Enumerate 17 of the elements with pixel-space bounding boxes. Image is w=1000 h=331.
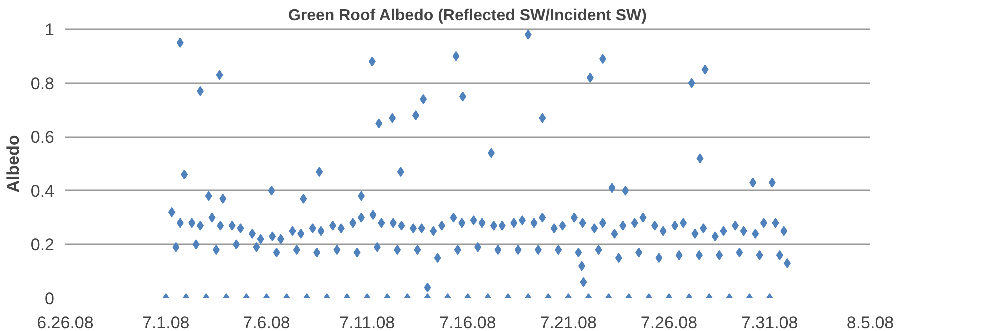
x-tick-label: 7.21.08 xyxy=(540,314,597,331)
y-tick-label: 0.6 xyxy=(30,128,55,148)
x-tick-label: 8.5.08 xyxy=(846,314,894,331)
chart-title: Green Roof Albedo (Reflected SW/Incident SW) xyxy=(288,8,647,24)
y-tick-label: 0.2 xyxy=(30,236,55,255)
y-axis-title: Albedo xyxy=(4,135,23,193)
x-tick-label: 7.11.08 xyxy=(340,314,396,331)
x-tick-label: 6.26.08 xyxy=(37,314,94,331)
x-tick-label: 7.6.08 xyxy=(243,314,290,331)
x-tick-label: 7.31.08 xyxy=(742,314,798,331)
x-tick-label: 7.16.08 xyxy=(440,314,496,331)
x-tick-label: 7.1.08 xyxy=(142,314,190,331)
x-tick-label: 7.26.08 xyxy=(640,314,698,331)
y-tick-label: 0 xyxy=(45,290,55,308)
y-tick-label: 1 xyxy=(45,20,55,40)
y-tick-label: 0.8 xyxy=(30,74,55,94)
y-tick-label: 0.4 xyxy=(30,182,55,201)
